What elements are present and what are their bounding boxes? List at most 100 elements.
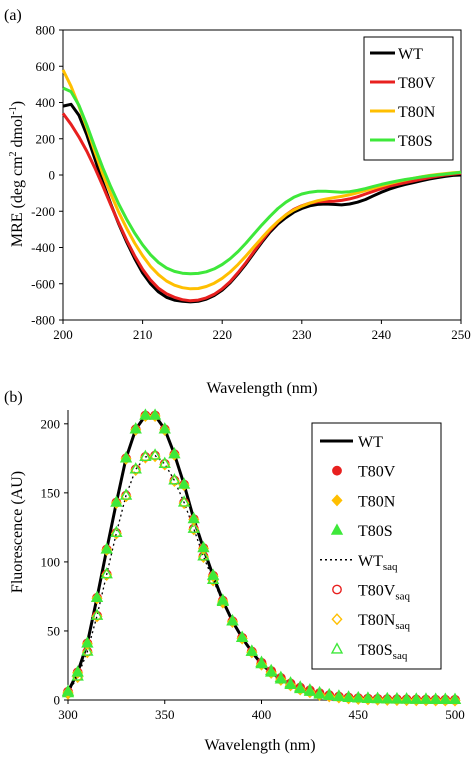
panel-b-marker-triangle-filled [400, 692, 413, 704]
panel-a-y-tick-label: 800 [36, 23, 56, 38]
panel-b-legend-label: WT [358, 434, 383, 451]
panel-b-label: (b) [4, 389, 23, 406]
panel-b-marker-triangle-open [197, 549, 210, 561]
panel-b-marker-triangle-open [177, 495, 191, 507]
panel-a-legend-label: T80S [398, 133, 433, 150]
panel-a-x-tick-label: 220 [212, 327, 232, 342]
panel-b-marker-triangle-filled [129, 422, 142, 434]
panel-b-legend-label: T80V [358, 464, 396, 481]
panel-b-marker-triangle-filled [371, 691, 384, 704]
panel-b-legend-swatch [331, 613, 343, 626]
panel-b-marker-triangle-open [100, 567, 113, 579]
panel-a-y-tick-label: -800 [31, 313, 55, 328]
panel-b-legend-box [311, 422, 442, 670]
panel-b-marker-triangle-filled [197, 540, 210, 553]
panel-a-y-tick-label: 400 [36, 95, 56, 110]
panel-b-legend-swatch [330, 642, 344, 654]
panel-b-legend-label: T80Ssaq [358, 642, 408, 662]
panel-b-series [61, 408, 462, 707]
panel-a-series [61, 69, 462, 304]
panel-b-x-tick-label: 500 [445, 707, 465, 722]
panel-b-marker-triangle-filled [81, 636, 94, 648]
panel-b-marker-triangle-filled [71, 665, 84, 677]
panel-b-legend-label: T80Vsaq [358, 583, 410, 603]
panel-b-marker-triangle-filled [110, 495, 123, 507]
panel-b-marker-triangle-filled [439, 692, 452, 705]
panel-a-legend-label: T80N [398, 104, 436, 121]
panel-b-marker-triangle-filled [61, 684, 75, 696]
panel-b-marker-triangle-filled [226, 614, 239, 626]
panel-a-y-tick-label: 600 [36, 59, 56, 74]
panel-b-marker-triangle-filled [100, 542, 113, 554]
panel-b-marker-triangle-filled [448, 692, 462, 705]
panel-b-marker-triangle-filled [90, 590, 104, 603]
panel-b-marker-triangle-open [148, 448, 162, 460]
panel-b-y-tick-label: 100 [41, 554, 61, 569]
panel-a-line-t80s [62, 86, 462, 276]
panel-b-marker-triangle-filled [419, 692, 433, 704]
panel-b-legend-label: T80N [358, 493, 396, 510]
panel-b-marker-triangle-filled [352, 691, 365, 703]
panel-a-legend-label: WT [398, 46, 423, 63]
panel-b-marker-triangle-filled [245, 644, 259, 656]
panel-a-line-t80v [61, 112, 462, 303]
panel-a-legend: WT T80V T80N T80S [363, 36, 454, 161]
panel-b-x-tick-label: 350 [155, 707, 175, 722]
panel-b-marker-triangle-open [168, 473, 181, 485]
panel-b-legend-swatch [330, 523, 344, 535]
panel-a-x-axis-label: Wavelength (nm) [206, 380, 317, 397]
panel-b-marker-triangle-filled [148, 408, 162, 420]
panel-b-marker-triangle-filled [187, 511, 200, 524]
panel-b-x-tick-label: 450 [349, 707, 369, 722]
panel-b-marker-triangle-open [81, 644, 94, 656]
panel-b-x-axis-label: Wavelength (nm) [204, 737, 315, 754]
panel-b-x-tick-label: 400 [252, 707, 272, 722]
panel-b-marker-triangle-filled [119, 451, 133, 463]
panel-a-y-tick-label: -200 [31, 204, 55, 219]
panel-a-x-tick-label: 240 [372, 327, 392, 342]
panel-b-x-tick-label: 300 [58, 707, 78, 722]
panel-b-y-tick-label: 150 [41, 485, 61, 500]
panel-a-y-tick-label: 0 [49, 168, 56, 183]
panel-b-marker-triangle-filled [313, 687, 326, 699]
panel-b-marker-triangle-filled [410, 692, 423, 704]
panel-b-legend-label: T80Nsaq [358, 612, 410, 632]
panel-b-marker-triangle-filled [255, 656, 268, 669]
panel-a-y-axis-label: MRE (deg cm2 dmol-1) [8, 101, 26, 247]
panel-b-marker-triangle-filled [216, 593, 229, 605]
panel-b-legend-swatch [331, 494, 343, 507]
panel-b-y-tick-label: 0 [54, 693, 61, 708]
panel-a-x-tick-label: 210 [133, 327, 153, 342]
panel-b-marker-triangle-open [119, 488, 133, 500]
panel-b-marker-triangle-filled [323, 688, 336, 701]
panel-a-legend-label: T80V [398, 75, 436, 92]
panel-b-marker-triangle-filled [390, 692, 404, 704]
panel-b-legend-swatch [332, 465, 342, 476]
panel-b-marker-triangle-filled [332, 689, 346, 702]
panel-b-marker-triangle-filled [303, 684, 317, 696]
panel-b-marker-triangle-open [187, 521, 200, 533]
panel-b-marker-triangle-open [158, 456, 171, 468]
panel-b-marker-triangle-filled [264, 665, 278, 677]
panel-b-marker-triangle-filled [158, 422, 171, 434]
panel-b-legend-swatch [332, 584, 342, 595]
panel-b-y-tick-label: 50 [47, 623, 60, 638]
panel-a-y-tick-label: 200 [36, 131, 56, 146]
panel-b-marker-triangle-open [129, 462, 142, 474]
panel-b-marker-triangle-filled [294, 681, 307, 694]
panel-b-marker-triangle-filled [139, 408, 152, 420]
panel-b-marker-triangle-open [90, 608, 104, 620]
panel-a-y-tick-label: -600 [31, 276, 55, 291]
panel-a-x-tick-label: 230 [292, 327, 312, 342]
panel-b-marker-triangle-filled [177, 477, 191, 489]
panel-b-marker-triangle-filled [168, 447, 181, 459]
panel-b-marker-triangle-filled [206, 568, 220, 580]
panel-a-x-tick-label: 250 [451, 327, 471, 342]
panel-a-y-tick-label: -400 [31, 240, 55, 255]
panel-b-marker-triangle-filled [361, 691, 375, 703]
